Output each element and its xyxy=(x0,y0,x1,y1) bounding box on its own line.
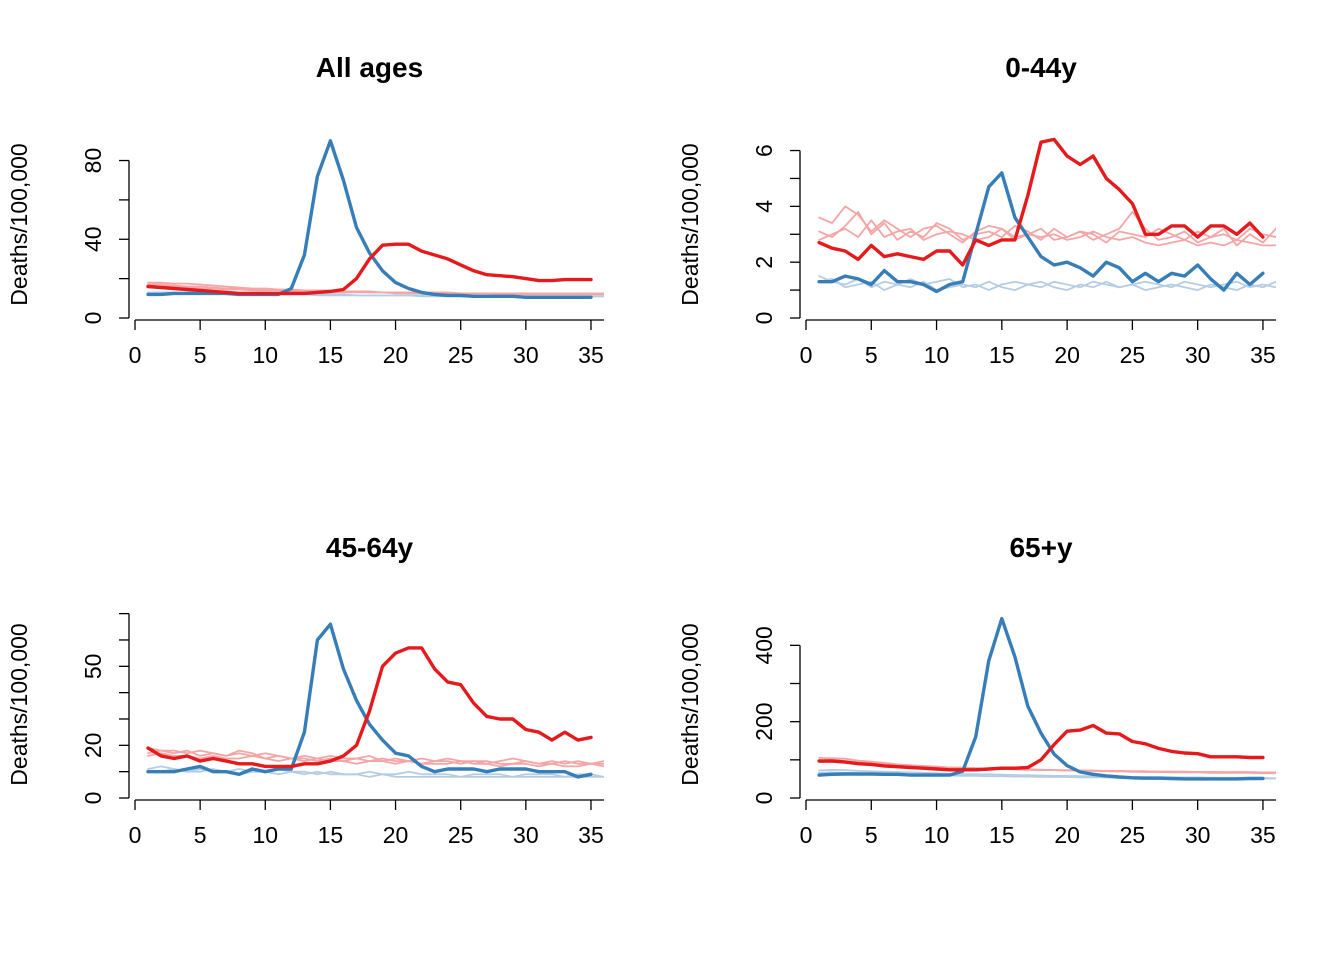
x-tick-label: 15 xyxy=(989,342,1015,368)
x-tick-label: 30 xyxy=(513,342,539,368)
x-tick-label: 5 xyxy=(865,342,878,368)
y-tick-label: 4 xyxy=(751,200,777,213)
x-tick-label: 30 xyxy=(1185,822,1211,848)
x-tick-label: 35 xyxy=(578,822,604,848)
flu-pandemic-line xyxy=(146,622,593,779)
flu-comparison-line xyxy=(818,277,1276,292)
series-group xyxy=(146,622,604,779)
covid-pandemic-line xyxy=(817,137,1265,267)
flu-pandemic-line xyxy=(146,139,593,299)
x-tick-label: 0 xyxy=(800,822,813,848)
panel-2: 0-44y Deaths/100,000 0 5 10 15 20 25 30 35 0 2 4 6 xyxy=(677,52,1276,368)
covid-pandemic-line xyxy=(146,646,593,769)
covid-comparison-line xyxy=(147,752,604,768)
panel-title: 65+y xyxy=(1009,532,1072,563)
series-group xyxy=(817,137,1276,294)
covid-comparison-line xyxy=(818,205,1276,247)
y-tick-label: 0 xyxy=(80,792,106,805)
covid-pandemic-line xyxy=(817,723,1265,772)
y-tick-label: 200 xyxy=(751,702,777,740)
x-tick-label: 15 xyxy=(318,822,344,848)
x-tick-label: 15 xyxy=(318,342,344,368)
flu-pandemic-line xyxy=(817,616,1265,781)
x-tick-label: 5 xyxy=(194,822,207,848)
x-tick-label: 25 xyxy=(448,822,474,848)
panel-4: 65+y Deaths/100,000 0 5 10 15 20 25 30 35 0 200 400 xyxy=(677,532,1276,848)
covid-comparison-line xyxy=(147,285,604,296)
y-tick-label: 0 xyxy=(751,792,777,805)
y-tick-label: 80 xyxy=(80,148,106,174)
y-tick-label: 400 xyxy=(751,626,777,664)
panel-title: 0-44y xyxy=(1005,52,1077,83)
x-tick-label: 10 xyxy=(252,822,278,848)
x-tick-label: 25 xyxy=(1120,342,1146,368)
y-axis-label: Deaths/100,000 xyxy=(677,143,703,305)
series-group xyxy=(817,616,1276,781)
covid-comparison-line xyxy=(147,749,604,765)
panel-3: 45-64y Deaths/100,000 0 5 10 15 20 25 30 35 0 20 50 xyxy=(6,532,604,848)
x-tick-label: 25 xyxy=(448,342,474,368)
y-axis-label: Deaths/100,000 xyxy=(677,623,703,785)
panel-title: All ages xyxy=(316,52,423,83)
y-tick-label: 20 xyxy=(80,733,106,759)
x-tick-label: 0 xyxy=(129,342,142,368)
y-tick-label: 6 xyxy=(751,144,777,157)
x-tick-label: 20 xyxy=(1054,342,1080,368)
series-group xyxy=(146,139,604,299)
x-tick-label: 25 xyxy=(1120,822,1146,848)
x-tick-label: 0 xyxy=(129,822,142,848)
x-tick-label: 20 xyxy=(1054,822,1080,848)
covid-comparison-line xyxy=(818,210,1276,244)
flu-pandemic-line xyxy=(817,171,1265,294)
y-axis-label: Deaths/100,000 xyxy=(6,623,32,785)
y-tick-label: 0 xyxy=(80,312,106,325)
panel-1: All ages Deaths/100,000 0 5 10 15 20 25 30 35 0 40 8… xyxy=(6,52,604,368)
x-tick-label: 15 xyxy=(989,822,1015,848)
x-tick-label: 5 xyxy=(194,342,207,368)
x-tick-label: 10 xyxy=(924,342,950,368)
x-tick-label: 20 xyxy=(383,342,409,368)
covid-comparison-line xyxy=(818,219,1276,247)
x-tick-label: 30 xyxy=(1185,342,1211,368)
x-tick-label: 35 xyxy=(1250,342,1276,368)
y-tick-label: 40 xyxy=(80,226,106,252)
x-tick-label: 30 xyxy=(513,822,539,848)
x-tick-label: 10 xyxy=(252,342,278,368)
y-tick-label: 2 xyxy=(751,256,777,269)
y-axis-label: Deaths/100,000 xyxy=(6,143,32,305)
panel-title: 45-64y xyxy=(326,532,414,563)
x-tick-label: 20 xyxy=(383,822,409,848)
x-tick-label: 35 xyxy=(1250,822,1276,848)
x-tick-label: 5 xyxy=(865,822,878,848)
x-tick-label: 35 xyxy=(578,342,604,368)
y-tick-label: 50 xyxy=(80,654,106,680)
x-tick-label: 10 xyxy=(924,822,950,848)
x-tick-label: 0 xyxy=(800,342,813,368)
covid-pandemic-line xyxy=(146,242,593,296)
y-tick-label: 0 xyxy=(751,312,777,325)
